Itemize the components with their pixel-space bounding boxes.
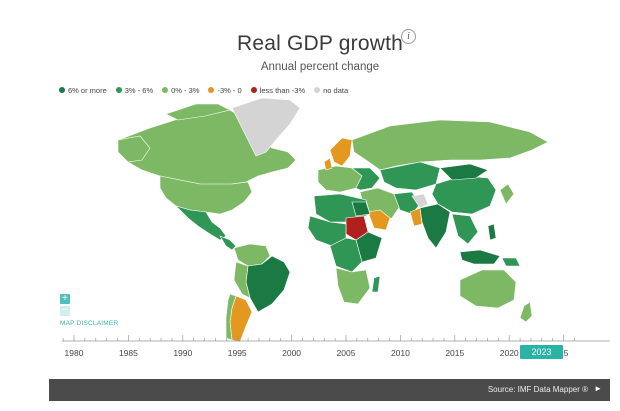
timeline-year-label[interactable]: 2005 bbox=[337, 348, 356, 358]
source-text[interactable]: Source: IMF Data Mapper ® bbox=[487, 385, 588, 394]
timeline-year-label[interactable]: 2015 bbox=[445, 348, 464, 358]
papua-region[interactable] bbox=[501, 257, 521, 267]
chile-region[interactable] bbox=[225, 293, 237, 341]
timeline-year-label[interactable]: 2010 bbox=[391, 348, 410, 358]
japan-korea-region[interactable] bbox=[499, 183, 515, 205]
legend-dot-icon bbox=[115, 87, 122, 93]
new-zealand-region[interactable] bbox=[519, 301, 533, 323]
alaska-region[interactable] bbox=[117, 135, 151, 163]
zoom-out-button[interactable]: − bbox=[60, 306, 70, 316]
timeline-year-label[interactable]: 1995 bbox=[228, 348, 247, 358]
legend-dot-icon bbox=[250, 87, 257, 93]
legend-item-3-to-6[interactable]: 3% - 6% bbox=[115, 85, 154, 95]
zoom-in-button[interactable]: + bbox=[60, 294, 70, 304]
legend-item-no-data[interactable]: no data bbox=[314, 86, 348, 95]
usa-region[interactable] bbox=[159, 175, 253, 215]
legend-dot-icon bbox=[162, 87, 169, 93]
egypt-region[interactable] bbox=[351, 201, 371, 217]
madagascar-region[interactable] bbox=[371, 275, 381, 293]
map-disclaimer-link[interactable]: MAP DISCLAIMER bbox=[60, 320, 119, 327]
chart-subtitle: Annual percent change bbox=[260, 61, 380, 73]
mexico-region[interactable] bbox=[174, 205, 227, 241]
southeast-asia-region[interactable] bbox=[451, 213, 479, 245]
timeline-year-label[interactable]: 1980 bbox=[65, 348, 84, 358]
peru-bolivia-region[interactable] bbox=[233, 261, 251, 299]
scandinavia-region[interactable] bbox=[329, 137, 353, 167]
legend-item-minus3-to-0[interactable]: -3% - 0 bbox=[208, 85, 242, 95]
central-africa-region[interactable] bbox=[329, 237, 363, 273]
info-icon[interactable]: i bbox=[401, 29, 416, 44]
central-asia-region[interactable] bbox=[379, 161, 441, 191]
legend-label: 6% or more bbox=[68, 85, 107, 95]
legend-dot-icon bbox=[314, 87, 321, 93]
timeline-ticks bbox=[62, 335, 575, 341]
timeline-year-label[interactable]: 1985 bbox=[119, 348, 138, 358]
southern-africa-region[interactable] bbox=[335, 267, 371, 305]
philippines-region[interactable] bbox=[487, 223, 497, 241]
timeline-year-label[interactable]: 2000 bbox=[282, 348, 301, 358]
source-footer: Source: IMF Data Mapper ® ► bbox=[49, 379, 610, 401]
greenland-region[interactable] bbox=[231, 97, 301, 157]
timeline-year-label[interactable]: 2020 bbox=[500, 348, 519, 358]
australia-region[interactable] bbox=[459, 269, 517, 309]
eastern-europe-region[interactable] bbox=[351, 167, 381, 191]
legend-item-less-than-minus3[interactable]: less than -3% bbox=[250, 85, 306, 95]
legend-dot-icon bbox=[208, 87, 215, 93]
legend-label: 3% - 6% bbox=[124, 85, 154, 95]
legend-label: no data bbox=[323, 85, 349, 95]
russia-region[interactable] bbox=[351, 119, 549, 171]
legend-dot-icon bbox=[59, 87, 65, 93]
uk-region[interactable] bbox=[323, 157, 333, 171]
chart-title: Real GDP growth bbox=[236, 32, 404, 55]
arctic-islands-region[interactable] bbox=[165, 103, 231, 121]
map-legend: 6% or more 3% - 6% 0% - 3% -3% - 0 less … bbox=[59, 83, 348, 97]
timeline-labels: 1980 1985 1990 1995 2000 2005 2010 2015 2020 25 bbox=[65, 348, 569, 358]
legend-label: less than -3% bbox=[259, 85, 306, 95]
legend-label: 0% - 3% bbox=[171, 85, 200, 95]
timeline-year-label[interactable]: 1990 bbox=[173, 348, 192, 358]
legend-label: -3% - 0 bbox=[217, 85, 242, 95]
selected-year-badge[interactable]: 2023 bbox=[520, 345, 563, 359]
mongolia-region[interactable] bbox=[439, 163, 489, 181]
timeline-year-label[interactable]: 25 bbox=[559, 348, 569, 358]
indonesia-region[interactable] bbox=[459, 249, 501, 265]
legend-item-6-or-more[interactable]: 6% or more bbox=[59, 86, 107, 95]
play-arrow-icon[interactable]: ► bbox=[594, 384, 602, 393]
saudi-arabia-region[interactable] bbox=[367, 209, 391, 231]
colombia-venezuela-region[interactable] bbox=[233, 243, 271, 267]
afghanistan-region[interactable] bbox=[411, 193, 429, 209]
pakistan-region[interactable] bbox=[409, 207, 423, 227]
legend-item-0-to-3[interactable]: 0% - 3% bbox=[162, 86, 199, 95]
